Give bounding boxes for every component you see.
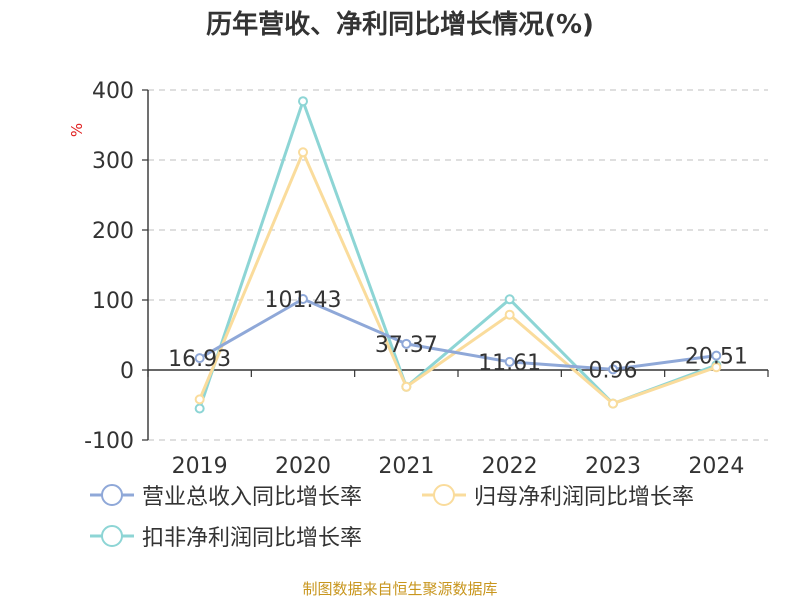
series-point [401, 381, 412, 392]
y-tick-label: 0 [120, 359, 134, 384]
data-label: 101.43 [265, 288, 342, 313]
y-axis-unit-label: % [68, 123, 86, 137]
x-tick-label: 2023 [585, 454, 641, 479]
legend-swatch-icon [90, 484, 134, 506]
series-line [198, 297, 717, 371]
legend-item[interactable]: 营业总收入同比增长率 [88, 480, 362, 510]
series-point [401, 338, 412, 349]
series-point [504, 294, 515, 305]
series-point [194, 353, 205, 364]
data-label: 0.96 [589, 358, 638, 383]
source-note: 制图数据来自恒生聚源数据库 [302, 580, 498, 598]
legend-label: 归母净利润同比增长率 [474, 485, 695, 510]
legend-label: 营业总收入同比增长率 [142, 485, 363, 510]
legend-swatch-icon [90, 525, 134, 547]
data-label: 37.37 [375, 333, 438, 358]
series-point [504, 356, 515, 367]
legend-item[interactable]: 归母净利润同比增长率 [420, 480, 694, 510]
x-tick-label: 2024 [688, 454, 744, 479]
y-tick-label: 100 [92, 289, 134, 314]
series-point [608, 364, 618, 375]
x-tick-label: 2021 [378, 454, 434, 479]
y-tick-label: 400 [92, 79, 134, 104]
series-point [298, 293, 308, 304]
grid-lines [148, 89, 768, 441]
data-labels: 16.93 101.43 37.37 11.61 0.96 20.51 [168, 288, 748, 383]
x-tick-label: 2020 [275, 454, 331, 479]
series-point [608, 398, 618, 409]
chart-title: 历年营收、净利同比增长情况(%) [206, 10, 594, 40]
x-tick-label: 2022 [482, 454, 538, 479]
legend-swatch-icon [422, 484, 466, 506]
series-point [711, 350, 722, 361]
data-label: 16.93 [168, 347, 231, 372]
series-line [198, 99, 717, 409]
y-tick-label: 300 [92, 149, 134, 174]
series-lines [194, 96, 722, 414]
series-point [711, 362, 722, 373]
data-label: 11.61 [478, 351, 541, 376]
y-tick-label: 200 [92, 219, 134, 244]
series-point [298, 147, 308, 158]
y-tick-label: -100 [84, 429, 134, 454]
series-point [194, 394, 205, 405]
legend-item[interactable]: 扣非净利润同比增长率 [88, 521, 362, 551]
data-label: 20.51 [685, 345, 748, 370]
legend-label: 扣非净利润同比增长率 [142, 526, 363, 551]
series-point [504, 309, 515, 320]
x-tick-label: 2019 [172, 454, 228, 479]
series-point [194, 403, 205, 414]
series-point [298, 96, 308, 107]
axes: -100 0 100 200 300 400 2019 2020 2021 2022 2023 202… [68, 79, 769, 479]
series-line [198, 150, 717, 406]
